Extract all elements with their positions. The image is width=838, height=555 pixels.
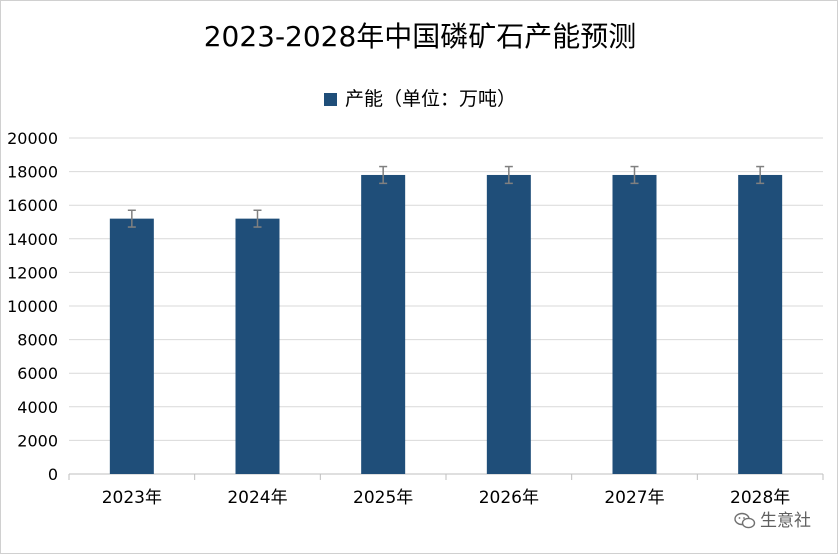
x-tick-label: 2024年 [227, 488, 287, 508]
y-tick-label: 2000 [17, 431, 58, 450]
bar [486, 174, 531, 474]
y-tick-label: 0 [48, 465, 58, 484]
x-tick-label: 2023年 [102, 488, 162, 508]
bar [109, 218, 154, 474]
y-tick-label: 6000 [17, 364, 58, 383]
chart-title: 2023-2028年中国磷矿石产能预测 [203, 20, 637, 53]
legend-swatch [323, 93, 337, 106]
bar [361, 174, 406, 474]
legend-label: 产能（单位：万吨） [344, 88, 516, 110]
y-tick-label: 16000 [7, 196, 58, 215]
wechat-icon [734, 512, 756, 529]
y-tick-label: 4000 [17, 398, 58, 417]
watermark-text: 生意社 [760, 511, 811, 531]
x-tick-label: 2026年 [479, 488, 539, 508]
watermark: 生意社 [734, 506, 811, 531]
y-tick-label: 10000 [7, 297, 58, 316]
y-tick-label: 12000 [7, 263, 58, 282]
bar [235, 218, 280, 474]
x-tick-label: 2028年 [730, 488, 790, 508]
y-tick-label: 14000 [7, 230, 58, 249]
y-tick-label: 18000 [7, 163, 58, 182]
x-tick-label: 2027年 [604, 488, 664, 508]
y-tick-label: 8000 [17, 331, 58, 350]
y-tick-label: 20000 [7, 129, 58, 148]
bar [738, 174, 783, 474]
x-tick-label: 2025年 [353, 488, 413, 508]
bar [612, 174, 657, 474]
chart-legend: 产能（单位：万吨） [1, 84, 838, 111]
